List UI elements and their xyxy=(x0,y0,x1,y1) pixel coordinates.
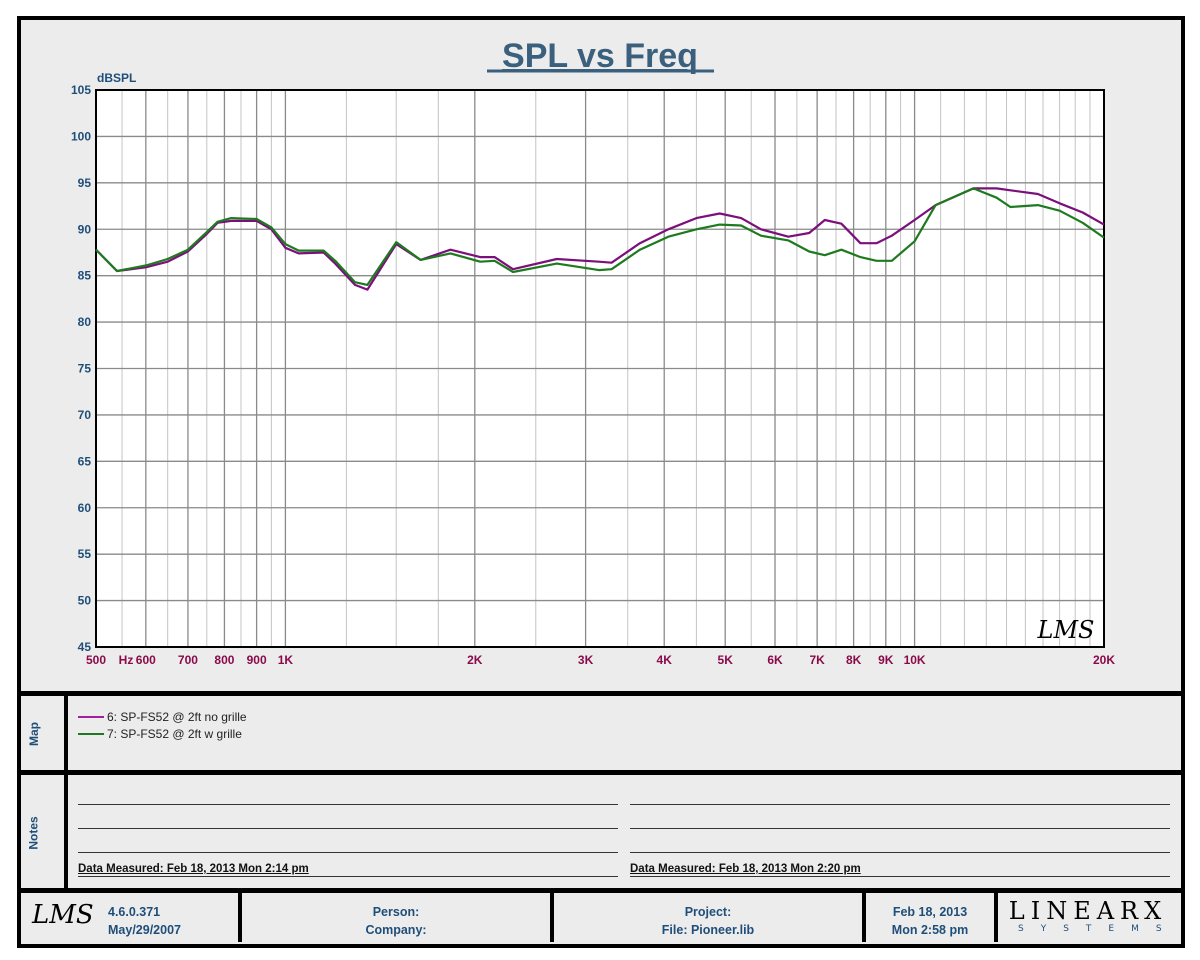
x-tick-label: 5K xyxy=(718,653,734,667)
y-tick-label: 105 xyxy=(71,83,91,97)
person-info: Person: Company: xyxy=(242,903,550,939)
y-tick-label: 45 xyxy=(78,640,92,654)
note-line xyxy=(630,852,1170,853)
y-axis-label: dBSPL xyxy=(97,71,136,85)
y-tick-label: 85 xyxy=(78,269,92,283)
legend-label: 7: SP-FS52 @ 2ft w grille xyxy=(107,727,242,741)
y-tick-label: 70 xyxy=(78,408,92,422)
x-tick-label: 20K xyxy=(1093,653,1115,667)
divider xyxy=(550,892,554,942)
date-info: Feb 18, 2013 Mon 2:58 pm xyxy=(866,903,994,939)
report-date: Feb 18, 2013 xyxy=(892,905,968,919)
brand-sub: SYSTEMS xyxy=(1018,924,1179,934)
note-line xyxy=(78,828,618,829)
notes-label: Notes xyxy=(26,816,41,850)
version-date: May/29/2007 xyxy=(108,923,181,937)
divider xyxy=(994,892,998,942)
note-line xyxy=(630,876,1170,877)
chart-title: SPL vs Freq xyxy=(502,37,698,75)
file-label: File: Pioneer.lib xyxy=(661,923,755,937)
y-tick-label: 95 xyxy=(78,176,92,190)
x-tick-label: 6K xyxy=(767,653,783,667)
project-info: Project: File: Pioneer.lib xyxy=(554,903,862,939)
y-tick-label: 50 xyxy=(78,594,92,608)
x-tick-label: 3K xyxy=(578,653,594,667)
note-line xyxy=(630,804,1170,805)
x-tick-label: 800 xyxy=(214,653,234,667)
x-axis-label: Hz xyxy=(119,653,134,667)
x-tick-label: 700 xyxy=(178,653,198,667)
y-tick-label: 80 xyxy=(78,315,92,329)
x-tick-label: 7K xyxy=(809,653,825,667)
legend-label: 6: SP-FS52 @ 2ft no grille xyxy=(107,710,247,724)
legend-item: 7: SP-FS52 @ 2ft w grille xyxy=(78,727,242,741)
divider xyxy=(64,774,68,890)
x-tick-label: 10K xyxy=(904,653,926,667)
y-tick-label: 60 xyxy=(78,501,92,515)
divider xyxy=(64,695,68,773)
divider xyxy=(17,888,1185,893)
x-tick-label: 900 xyxy=(247,653,267,667)
y-tick-label: 75 xyxy=(78,362,92,376)
plot-border xyxy=(95,89,1105,648)
x-tick-label: 9K xyxy=(878,653,894,667)
note-line xyxy=(78,876,618,877)
data-measured-left: Data Measured: Feb 18, 2013 Mon 2:14 pm xyxy=(78,863,309,875)
x-tick-label: 8K xyxy=(846,653,862,667)
divider xyxy=(17,770,1185,775)
brand-name: LINEARX xyxy=(1008,897,1168,925)
note-line xyxy=(78,852,618,853)
company-label: Company: xyxy=(365,923,427,937)
lms-logo: LMS xyxy=(32,900,94,930)
series-line-2 xyxy=(95,187,1105,286)
x-tick-label: 500 xyxy=(86,653,106,667)
version-info: 4.6.0.371 May/29/2007 xyxy=(108,903,181,939)
note-line xyxy=(630,828,1170,829)
x-tick-label: 2K xyxy=(467,653,483,667)
legend-swatch-green xyxy=(78,733,104,735)
project-label: Project: xyxy=(684,905,732,919)
map-label: Map xyxy=(27,722,41,746)
spl-chart: SPL vs Freq dBSPL Hz 105 100 95 90 85 80 75 70 6… xyxy=(71,37,1115,667)
y-tick-label: 100 xyxy=(71,129,91,143)
person-label: Person: xyxy=(372,905,420,919)
x-tick-label: 4K xyxy=(657,653,673,667)
divider xyxy=(238,892,242,942)
legend-swatch-purple xyxy=(78,716,104,718)
divider xyxy=(862,892,866,942)
y-tick-label: 65 xyxy=(78,454,92,468)
legend-item: 6: SP-FS52 @ 2ft no grille xyxy=(78,710,247,724)
y-tick-label: 90 xyxy=(78,222,92,236)
series-line-1 xyxy=(95,187,1105,291)
version: 4.6.0.371 xyxy=(108,905,161,919)
divider xyxy=(17,691,1185,696)
x-tick-label: 600 xyxy=(136,653,156,667)
note-line xyxy=(78,804,618,805)
data-measured-right: Data Measured: Feb 18, 2013 Mon 2:20 pm xyxy=(630,863,861,875)
report-time: Mon 2:58 pm xyxy=(891,923,969,937)
x-tick-label: 1K xyxy=(278,653,294,667)
linearx-logo: LINEARX SYSTEMS xyxy=(1004,898,1172,934)
lms-watermark: LMS xyxy=(1037,616,1095,644)
y-tick-label: 55 xyxy=(78,547,92,561)
